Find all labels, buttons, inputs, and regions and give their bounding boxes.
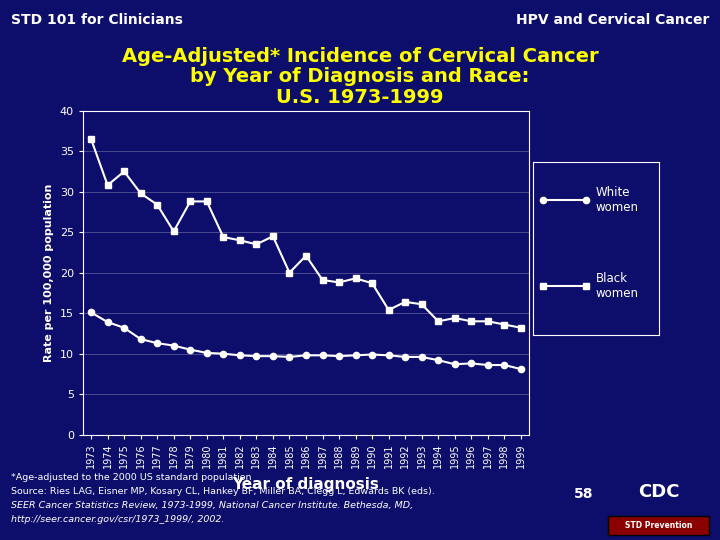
Text: STD 101 for Clinicians: STD 101 for Clinicians (11, 14, 183, 28)
Text: White
women: White women (596, 186, 639, 214)
Text: CDC: CDC (638, 483, 680, 501)
FancyBboxPatch shape (608, 516, 709, 535)
Text: by Year of Diagnosis and Race:: by Year of Diagnosis and Race: (190, 67, 530, 86)
Text: 58: 58 (573, 487, 593, 501)
Text: STD Prevention: STD Prevention (625, 521, 693, 530)
Text: HPV and Cervical Cancer: HPV and Cervical Cancer (516, 14, 709, 28)
X-axis label: Year of diagnosis: Year of diagnosis (233, 477, 379, 492)
Text: Source: Ries LAG, Eisner MP, Kosary CL, Hankey BF, Miller BA, Clegg L, Edwards B: Source: Ries LAG, Eisner MP, Kosary CL, … (11, 487, 435, 496)
Text: Age-Adjusted* Incidence of Cervical Cancer: Age-Adjusted* Incidence of Cervical Canc… (122, 47, 598, 66)
Text: *Age-adjusted to the 2000 US standard population: *Age-adjusted to the 2000 US standard po… (11, 472, 251, 482)
Y-axis label: Rate per 100,000 population: Rate per 100,000 population (44, 184, 54, 362)
Text: http://seer.cancer.gov/csr/1973_1999/, 2002.: http://seer.cancer.gov/csr/1973_1999/, 2… (11, 515, 224, 524)
Text: SEER Cancer Statistics Review, 1973-1999, National Cancer Institute. Bethesda, M: SEER Cancer Statistics Review, 1973-1999… (11, 501, 413, 510)
Text: Black
women: Black women (596, 272, 639, 300)
Text: U.S. 1973-1999: U.S. 1973-1999 (276, 87, 444, 107)
